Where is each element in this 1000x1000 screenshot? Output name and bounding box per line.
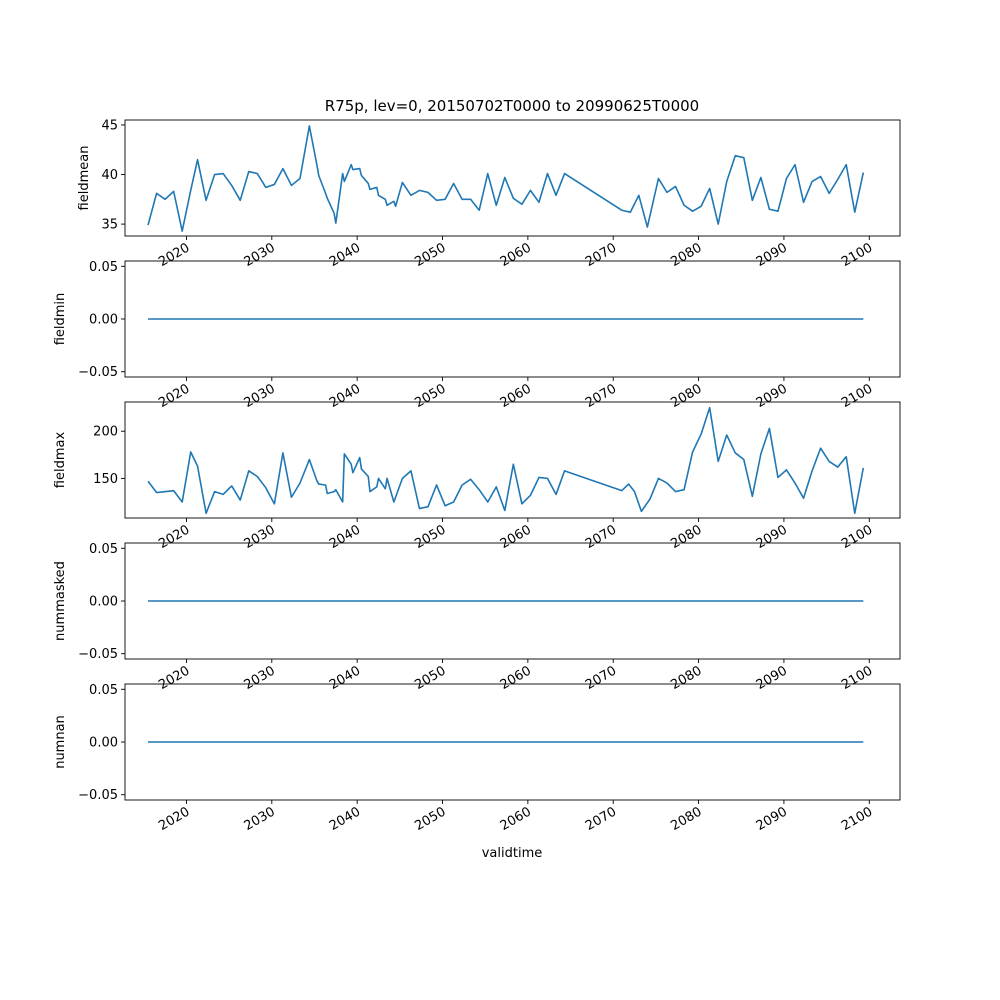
y-tick-label: 40 [101, 168, 118, 183]
y-tick-label: 0.05 [89, 683, 118, 698]
y-tick-label: 150 [93, 472, 118, 487]
y-tick-label: −0.05 [78, 647, 118, 662]
y-axis-label: numnan [53, 715, 68, 769]
series-line-fieldmax [147, 406, 865, 515]
y-tick-label: 200 [93, 425, 118, 440]
y-tick-label: 0.00 [89, 595, 118, 610]
y-axis-label: fieldmean [77, 146, 92, 211]
series-line-fieldmean [147, 125, 865, 232]
chart-title: R75p, lev=0, 20150702T0000 to 20990625T0… [325, 97, 699, 115]
y-axis-label: fieldmax [53, 432, 68, 489]
y-tick-label: 0.00 [89, 313, 118, 328]
y-tick-label: 35 [101, 218, 118, 233]
y-tick-label: −0.05 [78, 365, 118, 380]
x-axis-label: validtime [482, 846, 543, 861]
y-axis-label: fieldmin [53, 293, 68, 346]
axes-frame [124, 401, 901, 519]
y-axis-label: nummasked [53, 561, 68, 641]
y-tick-label: 0.05 [89, 260, 118, 275]
axes-frame [124, 119, 901, 237]
y-tick-label: 0.00 [89, 736, 118, 751]
y-tick-label: −0.05 [78, 788, 118, 803]
y-tick-label: 45 [101, 118, 118, 133]
y-tick-label: 0.05 [89, 542, 118, 557]
